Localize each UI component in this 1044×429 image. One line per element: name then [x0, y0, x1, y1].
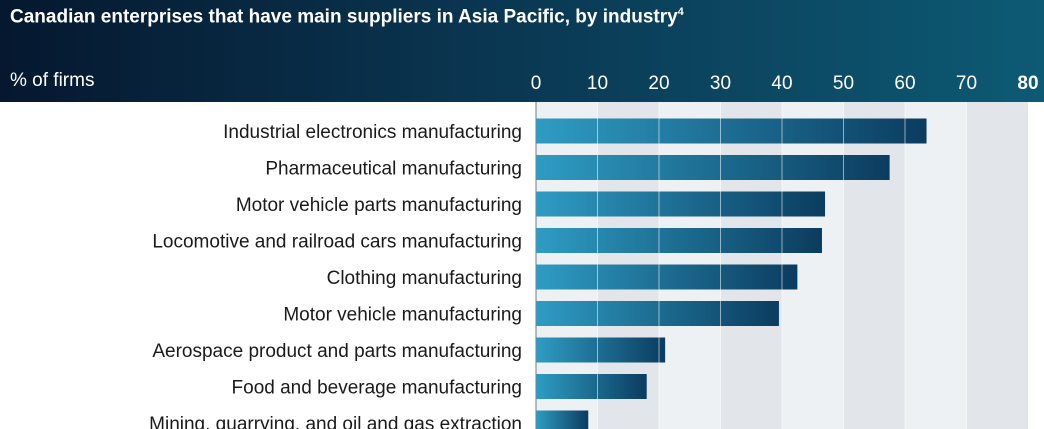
- bar: [536, 228, 822, 253]
- tick-label: 70: [956, 73, 977, 94]
- bar: [536, 410, 589, 429]
- tick-label: 80: [1017, 73, 1038, 94]
- category-label: Mining, quarrying, and oil and gas extra…: [149, 414, 522, 429]
- title-footnote: 4: [677, 6, 684, 18]
- chart-title: Canadian enterprises that have main supp…: [10, 6, 684, 28]
- bar: [536, 264, 798, 290]
- bar: [536, 374, 647, 399]
- category-label: Motor vehicle parts manufacturing: [236, 195, 522, 216]
- background-band: [966, 102, 1028, 429]
- bar: [536, 337, 666, 363]
- bar: [536, 191, 826, 217]
- tick-label: 40: [771, 73, 792, 94]
- tick-label: 10: [587, 73, 608, 94]
- bars: [536, 118, 927, 429]
- category-label: Aerospace product and parts manufacturin…: [152, 341, 522, 362]
- tick-label: 30: [710, 73, 731, 94]
- chart-title-text: Canadian enterprises that have main supp…: [10, 6, 678, 28]
- category-label: Motor vehicle manufacturing: [283, 305, 522, 326]
- category-label: Clothing manufacturing: [327, 268, 522, 289]
- category-label: Locomotive and railroad cars manufacturi…: [152, 232, 522, 253]
- bar: [536, 301, 779, 326]
- background-band: [905, 102, 967, 429]
- category-label: Pharmaceutical manufacturing: [265, 159, 522, 180]
- category-labels: Industrial electronics manufacturing Phar…: [149, 122, 522, 429]
- category-label: Food and beverage manufacturing: [232, 378, 522, 399]
- category-label: Industrial electronics manufacturing: [223, 122, 522, 143]
- bar: [536, 155, 890, 180]
- tick-label: 20: [648, 73, 669, 94]
- background-band: [843, 102, 905, 429]
- tick-label: 50: [833, 73, 854, 94]
- x-axis-ticks: 0 10 20 30 40 50 60 70 80: [531, 73, 1039, 94]
- tick-label: 0: [531, 73, 542, 94]
- axis-unit-label: % of firms: [10, 70, 95, 91]
- tick-label: 60: [894, 73, 915, 94]
- chart-header: Canadian enterprises that have main supp…: [0, 0, 1044, 102]
- bar-gridlines: [597, 102, 967, 429]
- bar: [536, 118, 927, 144]
